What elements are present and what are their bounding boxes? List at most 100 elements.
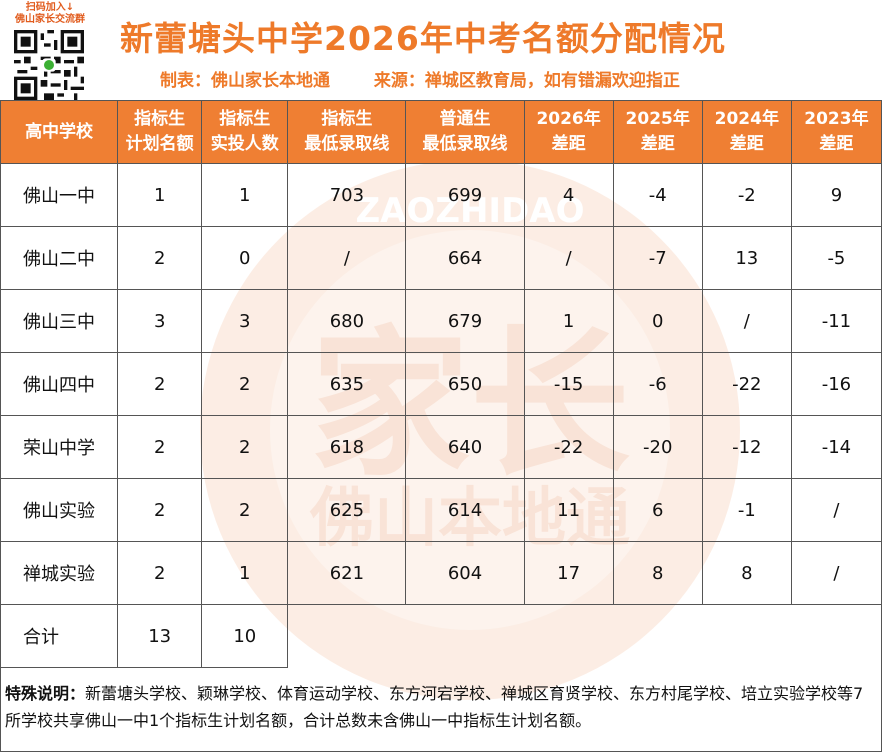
table-cell: 17 [523, 541, 614, 605]
table-cell: -2 [701, 163, 792, 227]
table-cell: -1 [701, 478, 792, 542]
table-row: 佛山四中 2 2 635 650 -15 -6 -22 -16 [0, 352, 883, 416]
subtitle-source: 来源：禅城区教育局，如有错漏欢迎指正 [373, 71, 680, 91]
table-cell: 8 [612, 541, 703, 605]
table-row: 佛山二中 2 0/664/-7 13 -5 [0, 226, 883, 290]
table-cell: -5 [790, 226, 883, 290]
table-cell: 2 [117, 478, 203, 542]
header-cell-line: 差距 [819, 134, 854, 154]
header-cell: 普通生 最低录取线 [405, 100, 525, 164]
table-cell: 2 [117, 415, 203, 479]
header-cell: 2025年差距 [612, 100, 703, 164]
school-name-cell: 佛山三中 [0, 289, 119, 353]
table-cell: 8 [701, 541, 792, 605]
school-name-cell: 佛山四中 [0, 352, 119, 416]
table-cell: 1 [201, 163, 289, 227]
table-cell: 635 [287, 352, 407, 416]
header-cell-line: 差距 [551, 134, 586, 154]
special-note: 特殊说明：新蕾塘头学校、颖琳学校、体育运动学校、东方河宕学校、禅城区育贤学校、东… [0, 668, 882, 752]
table-cell: -22 [701, 352, 792, 416]
page-title: 新蕾塘头中学2026年中考名额分配情况 [120, 19, 726, 58]
header-cell-line: 指标生 [321, 109, 373, 129]
table-cell: 0 [612, 289, 703, 353]
total-empty-cell [287, 604, 882, 668]
header-cell-line: 2024年 [714, 109, 779, 129]
header-cell: 2024年差距 [701, 100, 792, 164]
table-cell: 699 [405, 163, 525, 227]
table-cell: 2 [117, 352, 203, 416]
table-cell: 679 [405, 289, 525, 353]
table-cell: 703 [287, 163, 407, 227]
table-cell: / [523, 226, 614, 290]
note-label: 特殊说明： [5, 684, 86, 703]
table-cell: 9 [790, 163, 883, 227]
table-row: 禅城实验 2 1 621 604 17 8 8/ [0, 541, 883, 605]
table-cell: 680 [287, 289, 407, 353]
header-cell-line: 普通生 [439, 109, 491, 129]
table-cell: 621 [287, 541, 407, 605]
table-cell: -14 [790, 415, 883, 479]
subtitle-maker: 制表：佛山家长本地通 [160, 71, 330, 91]
table-cell: / [287, 226, 407, 290]
header-cell-line: 高中学校 [25, 121, 94, 142]
table-header-row: 高中学校 指标生 计划名额 指标生 实投人数 指标生 最低录取线 普通生 最低录取线 2026年差… [0, 100, 883, 164]
header-cell-line: 差距 [729, 134, 764, 154]
table-cell: -22 [523, 415, 614, 479]
table-cell: -7 [612, 226, 703, 290]
qr-code-icon[interactable] [14, 30, 84, 100]
table-row: 荣山中学 2 2 618 640 -22 -20 -12 -14 [0, 415, 883, 479]
header-cell: 高中学校 [0, 100, 119, 164]
table-cell: 618 [287, 415, 407, 479]
header-cell: 指标生 实投人数 [201, 100, 289, 164]
header-cell: 指标生 计划名额 [117, 100, 203, 164]
header-cell-line: 2023年 [804, 109, 869, 129]
qr-caption-top: 扫码加入↓ [25, 2, 75, 13]
header-cell: 2026年差距 [523, 100, 614, 164]
table-cell: 4 [523, 163, 614, 227]
header-cell-line: 2026年 [536, 109, 601, 129]
header-cell-line: 2025年 [625, 109, 690, 129]
header-cell: 指标生 最低录取线 [287, 100, 407, 164]
school-name-cell: 佛山一中 [0, 163, 119, 227]
header: 扫码加入↓ 佛山家长交流群 新蕾塘头中学2026年中考名额分配情况 制表：佛山家… [0, 0, 884, 100]
school-name-cell: 佛山二中 [0, 226, 119, 290]
table-cell: / [790, 541, 883, 605]
table-cell: -16 [790, 352, 883, 416]
table-cell: -11 [790, 289, 883, 353]
qr-caption-bottom: 佛山家长交流群 [15, 14, 85, 25]
table-cell: 614 [405, 478, 525, 542]
table-cell: 13 [701, 226, 792, 290]
table-cell: 11 [523, 478, 614, 542]
table-cell: 2 [117, 541, 203, 605]
table-cell: / [790, 478, 883, 542]
school-name-cell: 荣山中学 [0, 415, 119, 479]
table-cell: 3 [117, 289, 203, 353]
table-cell: -12 [701, 415, 792, 479]
table-cell: 2 [201, 478, 289, 542]
table-row: 佛山实验 2 2 625 614 11 6 -1/ [0, 478, 883, 542]
table-cell: 1 [201, 541, 289, 605]
note-text: 新蕾塘头学校、颖琳学校、体育运动学校、东方河宕学校、禅城区育贤学校、东方村尾学校… [5, 684, 864, 730]
total-row: 合计 13 10 [0, 604, 882, 668]
header-cell-line: 计划名额 [125, 134, 194, 154]
header-cell-line: 差距 [640, 134, 675, 154]
table-cell: 0 [201, 226, 289, 290]
table-cell: 2 [117, 226, 203, 290]
total-cell: 13 [117, 604, 203, 668]
header-cell-line: 实投人数 [210, 134, 279, 154]
header-cell-line: 最低录取线 [422, 134, 508, 154]
qr-block: 扫码加入↓ 佛山家长交流群 [8, 2, 92, 100]
table-row: 佛山三中 3 3 680 679 1 0/-11 [0, 289, 883, 353]
total-label-cell: 合计 [0, 604, 119, 668]
table-cell: 2 [201, 415, 289, 479]
school-name-cell: 佛山实验 [0, 478, 119, 542]
table-cell: -20 [612, 415, 703, 479]
table-cell: / [701, 289, 792, 353]
allocation-table: 高中学校 指标生 计划名额 指标生 实投人数 指标生 最低录取线 普通生 最低录取线 2026年差… [0, 100, 883, 668]
table-cell: 664 [405, 226, 525, 290]
header-cell-line: 指标生 [219, 109, 271, 129]
table-cell: 640 [405, 415, 525, 479]
table-cell: 625 [287, 478, 407, 542]
table-cell: -4 [612, 163, 703, 227]
table-cell: 3 [201, 289, 289, 353]
